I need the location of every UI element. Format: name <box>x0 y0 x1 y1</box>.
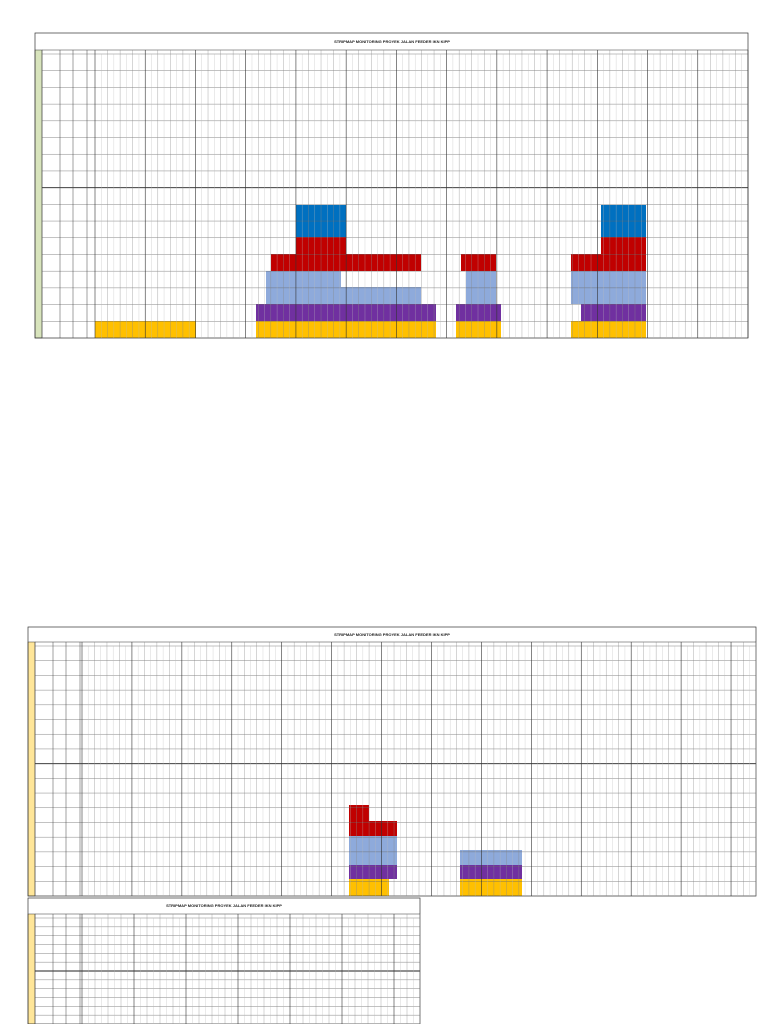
schedule-block <box>601 237 646 254</box>
schedule-block <box>456 304 501 321</box>
schedule-block <box>266 287 421 304</box>
side-label <box>27 913 36 1024</box>
schedule-block <box>581 304 646 321</box>
schedule-block <box>571 254 646 271</box>
sheet-title: STRIPMAP MONITORING PROYEK JALAN FEEDER … <box>334 632 450 637</box>
side-label <box>27 641 36 897</box>
schedule-block <box>461 254 496 271</box>
schedule-block <box>466 271 496 304</box>
schedule-block <box>349 805 369 821</box>
sheet-title: STRIPMAP MONITORING PROYEK JALAN FEEDER … <box>166 903 282 908</box>
schedule-block <box>349 821 397 836</box>
schedule-block <box>349 865 397 879</box>
side-label <box>34 49 43 339</box>
schedule-block <box>571 271 646 304</box>
schedule-block <box>456 321 501 338</box>
schedule-block <box>266 271 341 287</box>
schedule-block <box>571 321 646 338</box>
sheet-title: STRIPMAP MONITORING PROYEK JALAN FEEDER … <box>334 39 450 44</box>
sheet-frame <box>27 897 421 1024</box>
schedule-block <box>349 836 397 865</box>
